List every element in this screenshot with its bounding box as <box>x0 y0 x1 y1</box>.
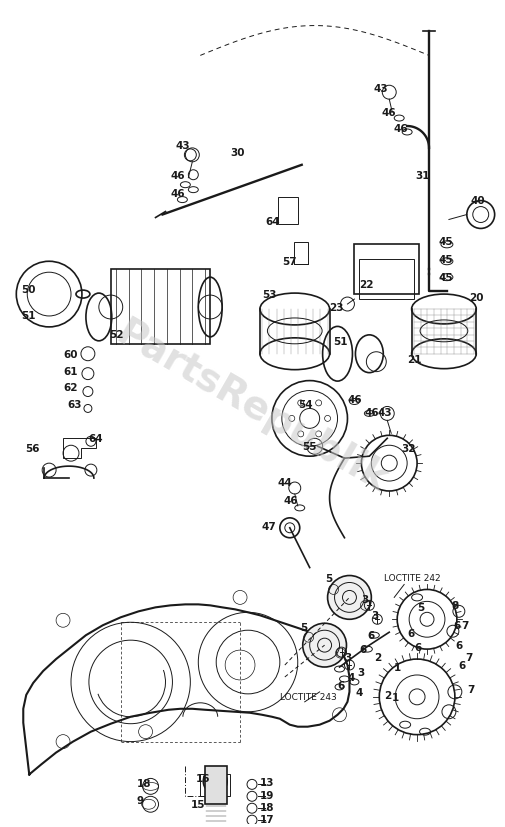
Text: 3: 3 <box>344 653 352 662</box>
Text: 46: 46 <box>365 408 379 418</box>
Text: 3: 3 <box>358 667 365 677</box>
Bar <box>205 767 227 805</box>
Text: 23: 23 <box>330 303 344 313</box>
Text: 20: 20 <box>469 293 483 303</box>
Text: 46: 46 <box>347 394 362 404</box>
Text: 43: 43 <box>175 141 190 151</box>
Text: 40: 40 <box>471 195 485 205</box>
Text: 4: 4 <box>347 672 355 682</box>
Text: 5: 5 <box>326 573 333 583</box>
Text: 46: 46 <box>284 495 298 505</box>
Text: 44: 44 <box>278 477 292 487</box>
Text: 60: 60 <box>63 349 78 359</box>
Text: 7: 7 <box>465 653 472 662</box>
Text: 46: 46 <box>171 170 185 180</box>
Text: 2: 2 <box>384 690 391 700</box>
Text: 31: 31 <box>415 170 430 180</box>
Text: 7: 7 <box>467 684 474 694</box>
Text: 64: 64 <box>265 218 280 227</box>
Text: 8: 8 <box>451 600 458 610</box>
Text: 61: 61 <box>63 366 78 376</box>
Text: 22: 22 <box>360 280 374 289</box>
Text: LOCTITE 243: LOCTITE 243 <box>280 692 337 701</box>
Text: 3: 3 <box>362 595 369 605</box>
Bar <box>360 260 414 299</box>
Text: 5: 5 <box>300 623 307 633</box>
Text: 51: 51 <box>21 311 36 321</box>
Text: 64: 64 <box>88 433 103 444</box>
Bar <box>278 198 298 225</box>
Text: 30: 30 <box>230 148 244 158</box>
Text: 53: 53 <box>262 289 276 299</box>
Text: 43: 43 <box>373 84 388 94</box>
Text: 6: 6 <box>367 630 375 640</box>
Bar <box>294 243 308 265</box>
Text: 5: 5 <box>417 603 424 613</box>
Bar <box>111 270 210 344</box>
Text: 16: 16 <box>195 773 210 783</box>
Text: 17: 17 <box>260 815 275 825</box>
Text: 45: 45 <box>439 237 453 247</box>
Text: 19: 19 <box>260 791 274 801</box>
Text: 7: 7 <box>461 620 468 630</box>
Text: 45: 45 <box>439 273 453 283</box>
Text: 15: 15 <box>190 799 205 810</box>
Text: 6: 6 <box>360 644 367 654</box>
Text: 50: 50 <box>21 284 36 294</box>
Text: PartsRepublik: PartsRepublik <box>110 314 394 500</box>
Bar <box>355 245 419 294</box>
Text: 21: 21 <box>407 354 422 364</box>
Circle shape <box>302 624 346 667</box>
Text: 4: 4 <box>356 687 363 697</box>
Text: 6: 6 <box>453 620 460 630</box>
Text: 2: 2 <box>374 653 382 662</box>
Text: LOCTITE 242: LOCTITE 242 <box>384 573 441 582</box>
Text: 6: 6 <box>414 643 421 653</box>
Text: 3: 3 <box>371 610 379 620</box>
Bar <box>200 775 230 796</box>
Text: 6: 6 <box>337 680 345 690</box>
Text: 18: 18 <box>137 778 151 788</box>
Text: 46: 46 <box>171 189 185 198</box>
Text: 56: 56 <box>25 444 40 454</box>
Text: 47: 47 <box>262 521 277 531</box>
Text: 54: 54 <box>298 400 313 410</box>
Text: 6: 6 <box>459 660 466 670</box>
Text: 6: 6 <box>407 629 415 638</box>
Text: 62: 62 <box>63 382 78 392</box>
Text: 45: 45 <box>439 255 453 265</box>
Text: 43: 43 <box>377 408 392 418</box>
Text: 1: 1 <box>392 692 399 702</box>
Text: 46: 46 <box>381 108 396 118</box>
Text: 57: 57 <box>282 257 296 267</box>
Text: 63: 63 <box>67 400 81 410</box>
Text: 55: 55 <box>301 442 316 452</box>
Text: 6: 6 <box>455 640 462 650</box>
Text: 13: 13 <box>260 777 274 787</box>
Text: 32: 32 <box>401 444 416 454</box>
Text: 1: 1 <box>394 662 401 672</box>
Circle shape <box>328 576 371 619</box>
Text: 18: 18 <box>260 802 274 812</box>
Text: 51: 51 <box>333 337 348 347</box>
Text: 52: 52 <box>109 329 123 339</box>
Text: 9: 9 <box>137 796 144 805</box>
Text: 46: 46 <box>393 124 408 134</box>
